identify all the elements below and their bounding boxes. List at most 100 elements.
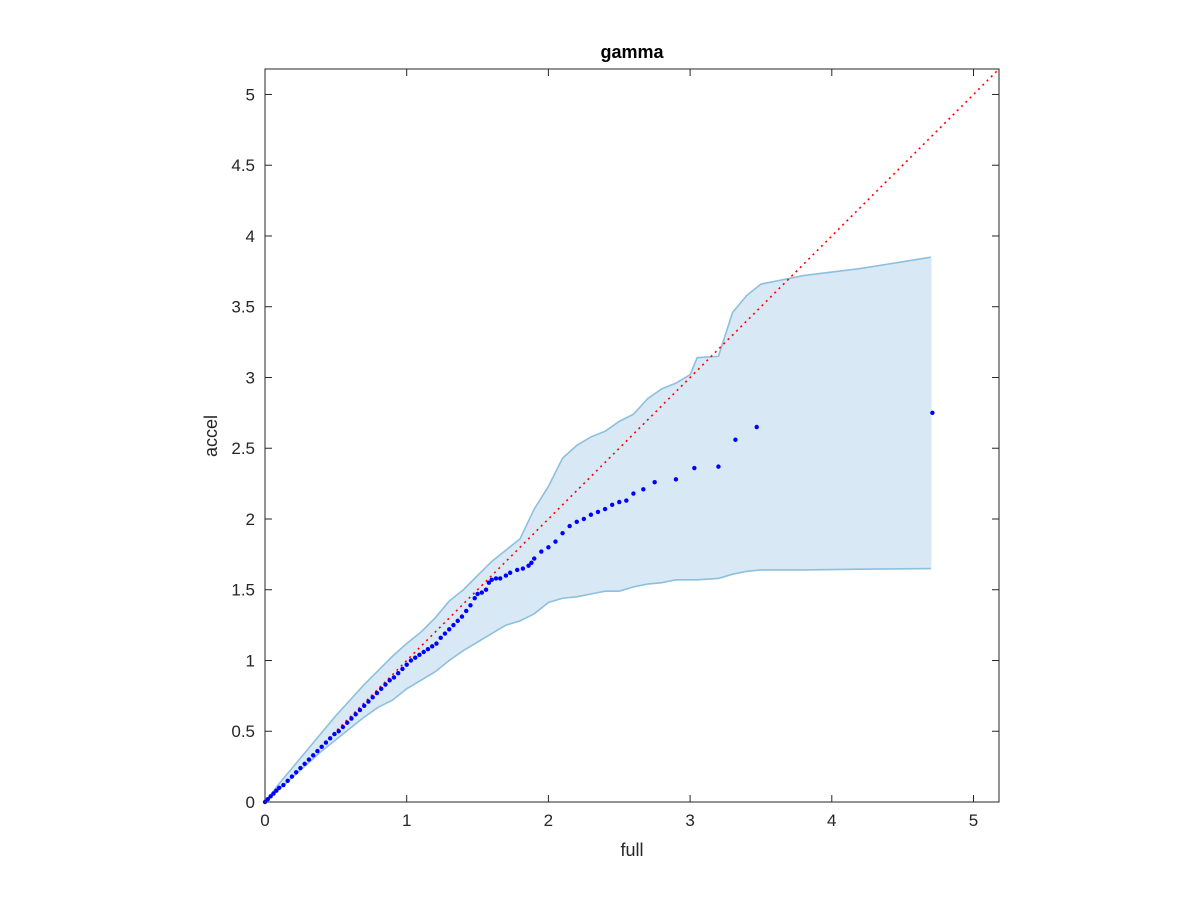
data-point [302, 762, 306, 766]
data-point [353, 712, 357, 716]
data-point [631, 491, 635, 495]
data-point [294, 770, 298, 774]
data-point [447, 627, 451, 631]
data-point [311, 753, 315, 757]
data-point [370, 695, 374, 699]
data-point [733, 438, 737, 442]
data-point [413, 655, 417, 659]
data-point [692, 466, 696, 470]
data-point [328, 736, 332, 740]
data-point [553, 539, 557, 543]
data-point [290, 774, 294, 778]
data-point [319, 745, 323, 749]
y-tick-label: 0.5 [231, 722, 255, 741]
data-point [430, 644, 434, 648]
data-point [490, 578, 494, 582]
data-point [521, 566, 525, 570]
data-point [456, 619, 460, 623]
data-point [379, 687, 383, 691]
x-tick-label: 2 [544, 811, 553, 830]
data-point [404, 663, 408, 667]
data-point [383, 682, 387, 686]
data-point [324, 740, 328, 744]
y-tick-label: 1 [246, 651, 255, 670]
data-point [281, 783, 285, 787]
data-point [375, 691, 379, 695]
data-point [298, 766, 302, 770]
data-point [754, 425, 758, 429]
data-point [439, 636, 443, 640]
data-point [603, 507, 607, 511]
data-point [345, 721, 349, 725]
data-point [930, 411, 934, 415]
y-tick-label: 1.5 [231, 581, 255, 600]
data-point [567, 524, 571, 528]
data-point [480, 590, 484, 594]
data-point [426, 647, 430, 651]
data-point [529, 561, 533, 565]
data-point [400, 667, 404, 671]
data-point [396, 671, 400, 675]
data-point [484, 588, 488, 592]
y-tick-label: 3.5 [231, 298, 255, 317]
data-point [285, 779, 289, 783]
x-tick-label: 3 [685, 811, 694, 830]
chart-title: gamma [600, 42, 664, 62]
data-point [473, 596, 477, 600]
data-point [277, 786, 281, 790]
data-point [460, 614, 464, 618]
data-point [494, 576, 498, 580]
data-point [468, 603, 472, 607]
data-point [575, 520, 579, 524]
data-point [366, 699, 370, 703]
data-point [387, 678, 391, 682]
data-point [475, 592, 479, 596]
data-point [392, 675, 396, 679]
data-point [582, 517, 586, 521]
y-axis-label: accel [201, 415, 221, 457]
data-point [617, 500, 621, 504]
y-tick-label: 4.5 [231, 156, 255, 175]
data-point [716, 464, 720, 468]
data-point [409, 658, 413, 662]
x-tick-label: 1 [402, 811, 411, 830]
data-point [610, 503, 614, 507]
data-point [652, 480, 656, 484]
data-point [589, 513, 593, 517]
data-point [422, 650, 426, 654]
data-point [532, 556, 536, 560]
data-point [434, 641, 438, 645]
data-point [539, 549, 543, 553]
data-point [336, 729, 340, 733]
data-point [674, 477, 678, 481]
y-tick-label: 0 [246, 793, 255, 812]
x-tick-label: 5 [969, 811, 978, 830]
data-point [315, 749, 319, 753]
data-point [515, 568, 519, 572]
confidence-band [265, 257, 931, 802]
data-point [362, 704, 366, 708]
y-tick-label: 2 [246, 510, 255, 529]
y-tick-label: 5 [246, 85, 255, 104]
data-point [464, 609, 468, 613]
data-point [349, 716, 353, 720]
data-point [546, 545, 550, 549]
x-tick-label: 4 [827, 811, 836, 830]
data-point [307, 757, 311, 761]
x-tick-label: 0 [260, 811, 269, 830]
data-point [332, 732, 336, 736]
data-point [641, 487, 645, 491]
y-tick-label: 2.5 [231, 439, 255, 458]
data-point [504, 573, 508, 577]
data-point [358, 708, 362, 712]
data-point [498, 576, 502, 580]
data-point [341, 725, 345, 729]
data-point [560, 531, 564, 535]
band-area [265, 257, 931, 802]
data-point [417, 653, 421, 657]
y-tick-label: 4 [246, 227, 255, 246]
y-tick-label: 3 [246, 368, 255, 387]
data-point [508, 571, 512, 575]
x-axis-label: full [620, 840, 643, 860]
